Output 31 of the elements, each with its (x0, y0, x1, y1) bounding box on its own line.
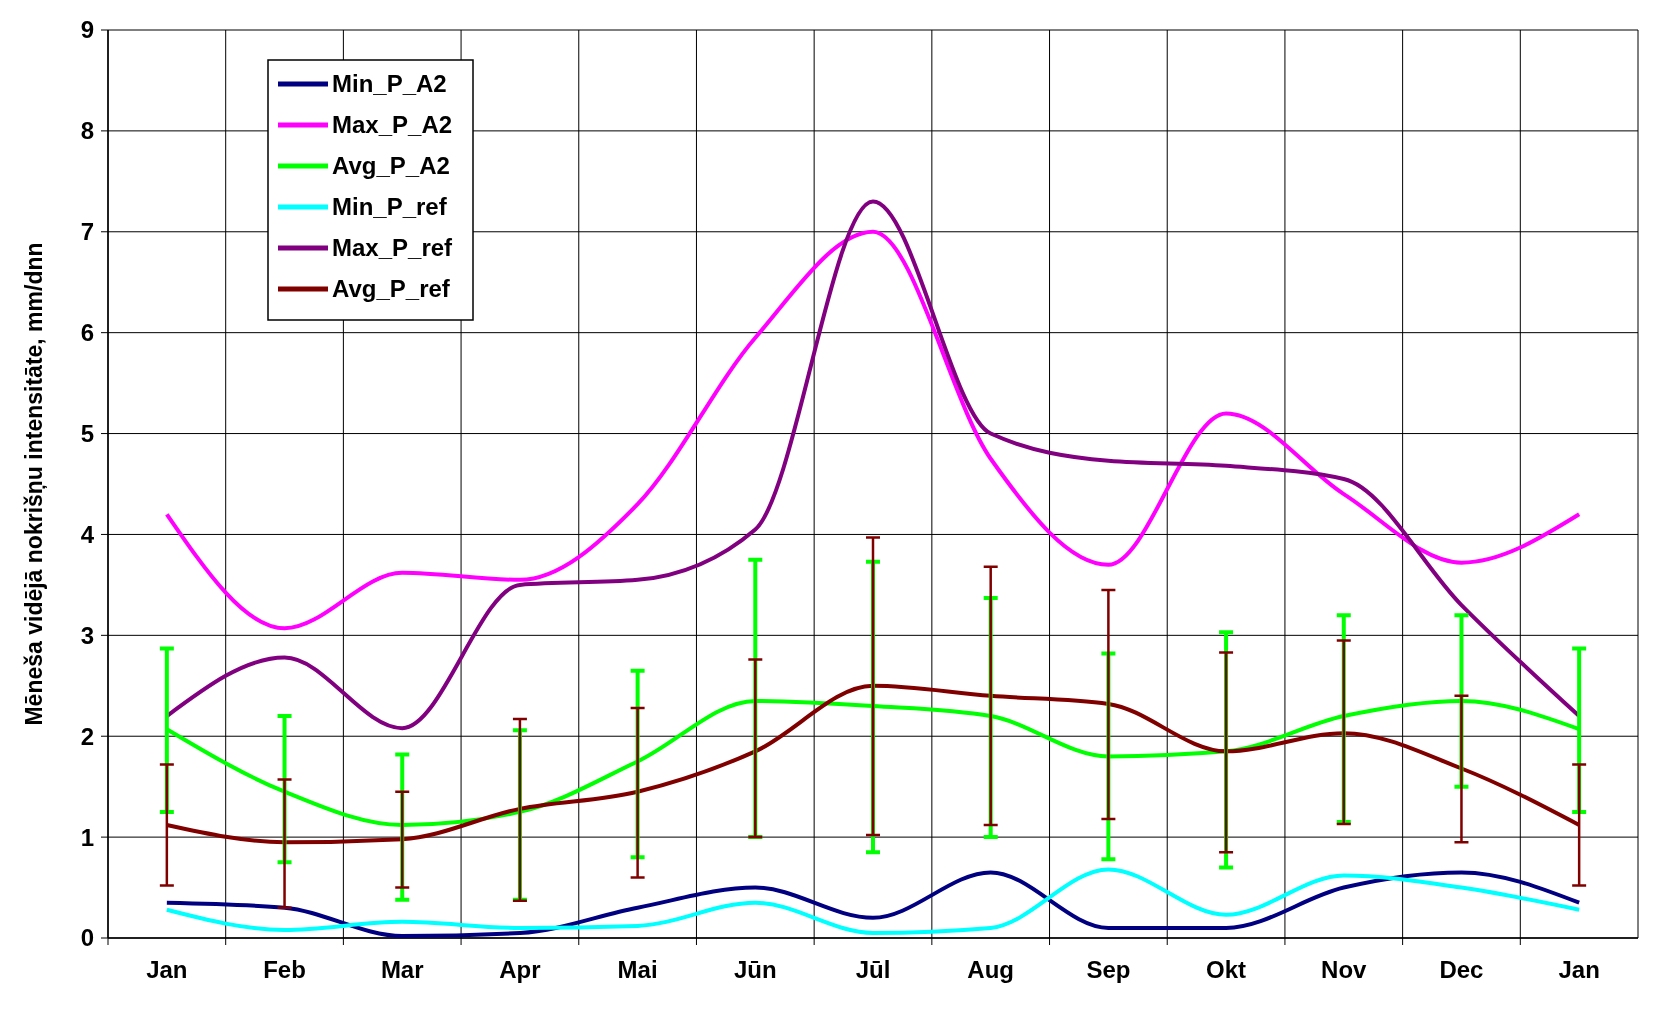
y-tick-label: 6 (80, 319, 94, 347)
y-tick-label: 4 (80, 520, 95, 548)
x-tick-label: Jan (146, 956, 188, 983)
x-tick-label: Mai (617, 956, 658, 983)
x-tick-label: Dec (1439, 956, 1484, 983)
y-tick-label: 1 (80, 823, 94, 851)
x-tick-label: Jan (1558, 956, 1600, 983)
x-tick-label: Aug (967, 956, 1015, 983)
x-tick-label: Apr (499, 956, 541, 983)
y-tick-label: 2 (80, 722, 94, 750)
legend-label: Avg_P_ref (332, 275, 451, 303)
x-tick-label: Nov (1321, 956, 1368, 983)
x-tick-label: Feb (263, 956, 306, 983)
y-tick-label: 8 (80, 117, 94, 145)
y-axis-title: Mēneša vidējā nokrišņu intensitāte, mm/dnn (21, 242, 47, 726)
y-tick-label: 7 (80, 218, 94, 246)
legend-label: Min_P_ref (332, 193, 448, 221)
y-tick-label: 9 (80, 16, 94, 44)
y-tick-label: 5 (80, 419, 94, 447)
line-series (164, 229, 1582, 631)
x-tick-label: Jūn (733, 956, 777, 983)
x-tick-label: Mar (380, 956, 424, 983)
y-tick-label: 0 (80, 924, 94, 952)
y-tick-label: 3 (80, 621, 94, 649)
legend-label: Max_P_A2 (332, 111, 453, 139)
x-tick-label: Sep (1086, 956, 1131, 983)
legend-label: Avg_P_A2 (332, 152, 450, 180)
legend-label: Min_P_A2 (332, 70, 447, 98)
x-tick-label: Jūl (855, 956, 891, 983)
legend-label: Max_P_ref (332, 234, 454, 262)
x-tick-label: Okt (1206, 956, 1247, 983)
